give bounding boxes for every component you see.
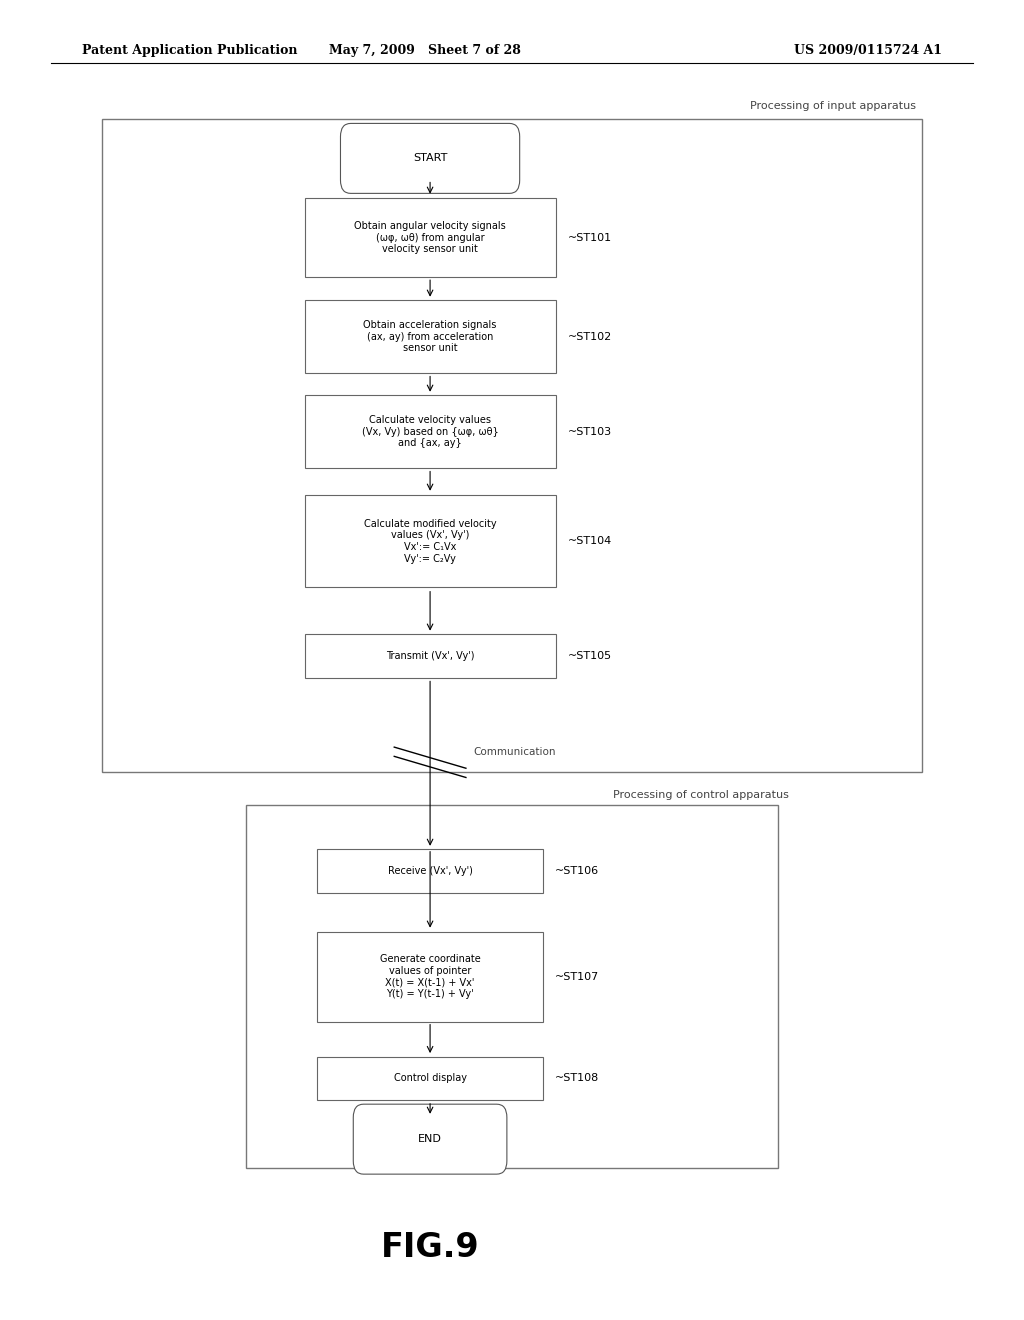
FancyBboxPatch shape xyxy=(353,1104,507,1175)
FancyBboxPatch shape xyxy=(340,123,519,193)
Bar xyxy=(317,1056,543,1101)
Text: ~ST101: ~ST101 xyxy=(567,232,612,243)
Bar xyxy=(305,396,555,467)
Text: END: END xyxy=(418,1134,442,1144)
Text: Transmit (Vx', Vy'): Transmit (Vx', Vy') xyxy=(386,651,474,661)
Bar xyxy=(317,932,543,1022)
Text: Communication: Communication xyxy=(473,747,556,758)
Text: ~ST108: ~ST108 xyxy=(555,1073,599,1084)
Text: ~ST107: ~ST107 xyxy=(555,972,599,982)
Text: Obtain angular velocity signals
(ωφ, ωθ) from angular
velocity sensor unit: Obtain angular velocity signals (ωφ, ωθ)… xyxy=(354,220,506,255)
Text: Processing of control apparatus: Processing of control apparatus xyxy=(612,789,788,800)
Text: ~ST104: ~ST104 xyxy=(567,536,612,546)
Bar xyxy=(305,198,555,277)
Text: ~ST105: ~ST105 xyxy=(567,651,612,661)
Text: Generate coordinate
values of pointer
X(t) = X(t-1) + Vx'
Y(t) = Y(t-1) + Vy': Generate coordinate values of pointer X(… xyxy=(380,954,480,999)
Text: Receive (Vx', Vy'): Receive (Vx', Vy') xyxy=(388,866,472,876)
Text: Obtain acceleration signals
(ax, ay) from acceleration
sensor unit: Obtain acceleration signals (ax, ay) fro… xyxy=(364,319,497,354)
Bar xyxy=(102,119,922,772)
Text: ~ST103: ~ST103 xyxy=(567,426,612,437)
Text: May 7, 2009   Sheet 7 of 28: May 7, 2009 Sheet 7 of 28 xyxy=(329,44,521,57)
Bar xyxy=(317,850,543,892)
Text: US 2009/0115724 A1: US 2009/0115724 A1 xyxy=(794,44,942,57)
Bar xyxy=(305,495,555,587)
Text: START: START xyxy=(413,153,447,164)
Text: ~ST106: ~ST106 xyxy=(555,866,599,876)
Text: Calculate velocity values
(Vx, Vy) based on {ωφ, ωθ}
and {ax, ay}: Calculate velocity values (Vx, Vy) based… xyxy=(361,414,499,449)
Text: Control display: Control display xyxy=(393,1073,467,1084)
Bar xyxy=(305,300,555,372)
Text: ~ST102: ~ST102 xyxy=(567,331,612,342)
Bar xyxy=(305,635,555,678)
Text: FIG.9: FIG.9 xyxy=(381,1230,479,1265)
Text: Processing of input apparatus: Processing of input apparatus xyxy=(751,100,916,111)
Text: Calculate modified velocity
values (Vx', Vy')
Vx':= C₁Vx
Vy':= C₂Vy: Calculate modified velocity values (Vx',… xyxy=(364,519,497,564)
Bar xyxy=(246,805,778,1168)
Text: Patent Application Publication: Patent Application Publication xyxy=(82,44,297,57)
